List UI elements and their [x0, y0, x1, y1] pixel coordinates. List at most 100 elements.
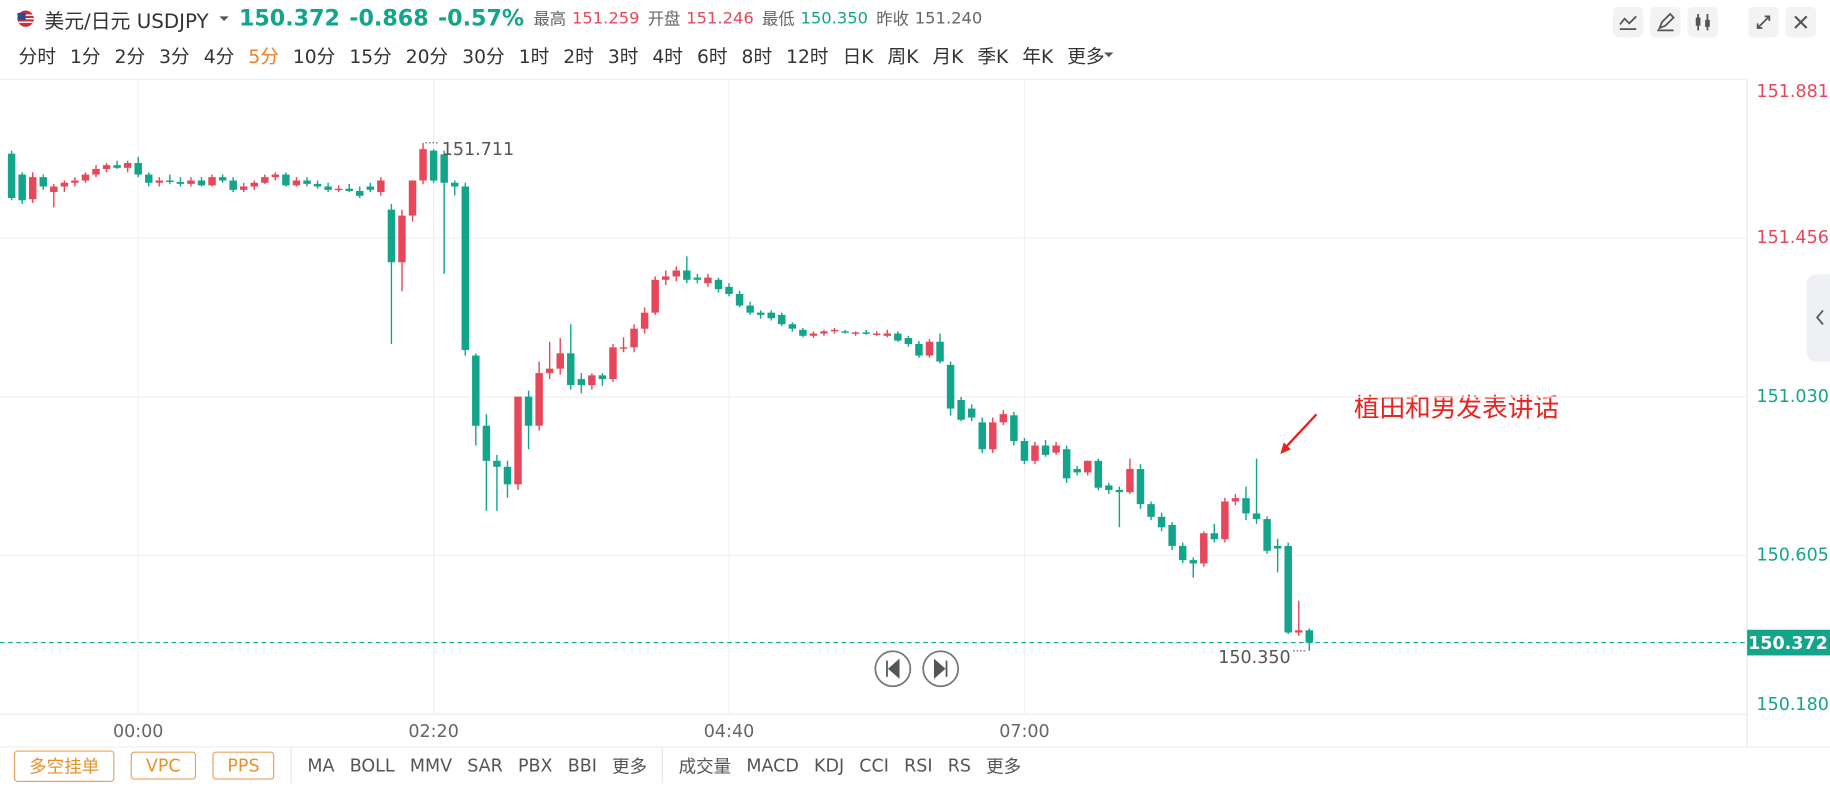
candle-body	[1242, 498, 1250, 514]
candle-body	[725, 286, 733, 294]
timeframe[interactable]: 20分	[405, 45, 449, 68]
playback-next[interactable]	[922, 650, 960, 688]
timeframe[interactable]: 分时	[18, 45, 57, 68]
x-tick-label: 00:00	[113, 722, 163, 742]
sub-indicator[interactable]: 更多	[986, 755, 1022, 777]
timeframe[interactable]: 6时	[696, 45, 728, 68]
candle-body	[872, 333, 881, 335]
close[interactable]	[1785, 7, 1816, 38]
candle-body	[134, 162, 142, 175]
more-caret[interactable]	[1104, 50, 1114, 59]
candle-body	[398, 215, 406, 263]
timeframe[interactable]: 年K	[1022, 45, 1054, 68]
candle-body	[746, 305, 754, 313]
timeframe[interactable]: 4时	[652, 45, 683, 68]
candle-body	[598, 375, 607, 380]
timeframe[interactable]: 12时	[786, 45, 829, 68]
sub-indicator[interactable]: RS	[947, 755, 972, 777]
candle-body	[1189, 560, 1197, 564]
draw-tool[interactable]	[1650, 7, 1681, 38]
timeframe[interactable]: 1时	[518, 45, 550, 68]
main-indicator[interactable]: MA	[307, 755, 335, 777]
main-indicator[interactable]: 更多	[612, 755, 648, 777]
candle-body	[999, 414, 1008, 423]
timeframe[interactable]: 周K	[887, 45, 919, 68]
candle-body	[535, 373, 543, 426]
timeframe[interactable]: 2分	[114, 45, 146, 68]
candle-body	[1210, 533, 1219, 540]
timeframe[interactable]: 10分	[292, 45, 336, 68]
candle-body	[419, 149, 427, 181]
candle-body	[429, 150, 438, 181]
x-tick-label: 04:40	[704, 722, 754, 742]
separator	[291, 748, 293, 784]
timeframe[interactable]: 3时	[607, 45, 639, 68]
candle-body	[1147, 504, 1155, 517]
candle-body	[1115, 489, 1124, 493]
toolbar-button[interactable]: 多空挂单	[14, 749, 115, 782]
candle-body	[1062, 449, 1071, 479]
side-panel-toggle[interactable]	[1806, 274, 1830, 362]
candle-body	[778, 314, 786, 325]
timeframe[interactable]: 15分	[349, 45, 392, 68]
candle-body	[7, 153, 16, 199]
timeframe[interactable]: 30分	[462, 45, 505, 68]
symbol[interactable]: 美元/日元 USDJPY	[44, 9, 209, 34]
timeframe[interactable]: 3分	[159, 45, 190, 68]
timeframe[interactable]: 更多	[1067, 45, 1105, 68]
chart-type-tool[interactable]	[1687, 7, 1718, 38]
candle-body	[1252, 513, 1261, 520]
candle-body	[197, 180, 206, 186]
candle-body	[609, 347, 617, 380]
timeframe[interactable]: 季K	[977, 45, 1009, 68]
playback-prev[interactable]	[874, 650, 912, 688]
main-indicator[interactable]: BBI	[567, 755, 597, 777]
plot: 151.881 151.456 151.030 150.605 150.180 00:00…	[0, 78, 1830, 742]
candle-body	[1031, 445, 1039, 461]
main-indicator[interactable]: BOLL	[349, 755, 395, 777]
candle-body	[524, 396, 533, 426]
indicator-tool[interactable]	[1612, 7, 1644, 38]
candle-body	[493, 460, 501, 467]
candle-body	[978, 422, 986, 450]
candle-body	[1200, 533, 1208, 564]
candle-body	[830, 329, 839, 332]
timeframe[interactable]: 4分	[203, 45, 235, 68]
sub-indicator[interactable]: 成交量	[678, 755, 732, 777]
main-indicator[interactable]: PBX	[517, 755, 553, 777]
candle-body	[218, 177, 227, 181]
main-indicator[interactable]: SAR	[467, 755, 503, 777]
fullscreen[interactable]	[1748, 7, 1779, 38]
annotation-arrow	[1282, 413, 1318, 451]
candle-body	[113, 165, 121, 168]
timeframe[interactable]: 1分	[70, 45, 101, 68]
candle-body	[1052, 445, 1060, 453]
candle-body	[1263, 519, 1271, 551]
sub-indicator[interactable]: KDJ	[814, 755, 845, 777]
candle-body	[71, 180, 79, 183]
timeframe[interactable]: 月K	[932, 45, 964, 68]
annotation: 植田和男发表讲话	[1354, 394, 1559, 424]
last-price-tag	[1747, 629, 1830, 656]
sub-indicator[interactable]: MACD	[746, 755, 799, 777]
toolbar-button[interactable]: PPS	[212, 751, 275, 780]
toolbar-button[interactable]: VPC	[130, 751, 196, 780]
candle-body	[1305, 630, 1314, 643]
candle-body	[482, 425, 491, 461]
timeframe[interactable]: 5分	[248, 45, 279, 68]
candle-body	[1084, 460, 1092, 473]
timeframe[interactable]: 日K	[842, 45, 874, 68]
timeframe[interactable]: 8时	[741, 45, 773, 68]
stat-label: 最高	[533, 10, 567, 30]
symbol-caret[interactable]	[218, 13, 230, 25]
candle-body	[334, 188, 343, 191]
sub-indicator[interactable]: RSI	[904, 755, 933, 777]
candle-body	[1157, 516, 1166, 528]
timeframe[interactable]: 2时	[563, 45, 594, 68]
candle-body	[208, 177, 216, 186]
sub-indicator[interactable]: CCI	[859, 755, 889, 777]
candle-body	[989, 422, 997, 450]
candle-body	[1073, 469, 1081, 473]
main-indicator[interactable]: MMV	[409, 755, 453, 777]
candle-body	[39, 177, 47, 187]
